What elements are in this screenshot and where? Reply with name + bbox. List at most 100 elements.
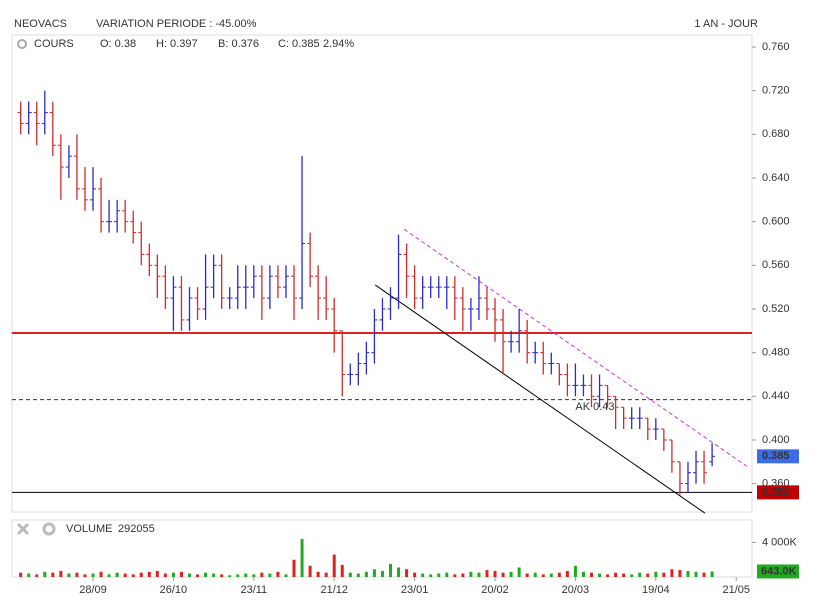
volume-bar xyxy=(445,572,449,577)
volume-bar xyxy=(308,565,312,577)
volume-bar xyxy=(204,572,208,577)
volume-bar xyxy=(630,574,634,577)
volume-bar xyxy=(477,572,481,577)
volume-bar xyxy=(75,572,79,577)
change: 2.94% xyxy=(323,38,354,50)
volume-bar xyxy=(598,573,602,577)
volume-bar xyxy=(27,573,31,577)
variation: VARIATION PERIODE : -45.00% xyxy=(96,18,257,30)
x-tick-label: 21/05 xyxy=(722,584,750,596)
volume-bar xyxy=(694,571,698,577)
last-price: 0.385 xyxy=(762,450,790,462)
volume-bar xyxy=(372,569,376,577)
x-tick-label: 19/04 xyxy=(642,584,670,596)
volume-current: 292055 xyxy=(118,523,155,535)
volume-bar xyxy=(268,573,272,577)
x-tick-label: 20/02 xyxy=(481,584,509,596)
volume-bar xyxy=(59,570,63,577)
volume-bar xyxy=(179,571,183,577)
y-tick-label: 0.440 xyxy=(762,390,790,402)
volume-bar xyxy=(43,571,47,577)
volume-bar xyxy=(91,573,95,577)
period[interactable]: 1 AN - JOUR xyxy=(694,18,758,30)
volume-bar xyxy=(139,572,143,577)
volume-bar xyxy=(461,573,465,577)
settings-icon[interactable] xyxy=(17,39,27,49)
volume-bar xyxy=(316,571,320,577)
volume-bar xyxy=(662,572,666,577)
volume-bar xyxy=(19,572,23,577)
volume-bar xyxy=(654,571,658,577)
volume-bar xyxy=(220,574,224,577)
ohlc-low: B: 0.376 xyxy=(218,38,259,50)
y-tick-label: 0.680 xyxy=(762,128,790,140)
volume-bar xyxy=(678,570,682,577)
last-volume-box xyxy=(757,564,799,579)
volume-bar xyxy=(686,570,690,577)
volume-bar xyxy=(710,571,714,577)
volume-bar xyxy=(228,575,232,577)
y-tick-label: 0.520 xyxy=(762,303,790,315)
volume-bar xyxy=(453,574,457,577)
volume-bar xyxy=(670,569,674,577)
volume-bar xyxy=(163,573,167,577)
volume-bar xyxy=(590,572,593,577)
x-tick-label: 28/09 xyxy=(79,584,107,596)
ohlc-open: O: 0.38 xyxy=(100,38,136,50)
settings-icon[interactable] xyxy=(42,522,56,536)
y-tick-label: 0.640 xyxy=(762,172,790,184)
volume-bar xyxy=(115,572,119,577)
trendline xyxy=(374,284,706,514)
volume-bar xyxy=(638,572,642,577)
price-panel xyxy=(11,34,753,513)
volume-bar xyxy=(364,571,368,577)
volume-bar xyxy=(324,572,328,577)
x-tick-label: 23/11 xyxy=(240,584,267,596)
volume-bar xyxy=(606,574,610,577)
close-icon[interactable] xyxy=(16,522,30,536)
volume-bar xyxy=(284,574,288,577)
volume-bar xyxy=(541,574,545,577)
ohlc-close: C: 0.385 xyxy=(278,38,320,50)
volume-bar xyxy=(35,574,39,577)
volume-bar xyxy=(292,559,296,577)
volume-bar xyxy=(244,573,248,577)
ohlc-high: H: 0.397 xyxy=(156,38,198,50)
volume-bar xyxy=(702,572,706,577)
level-box xyxy=(757,485,799,500)
volume-bar xyxy=(517,567,521,577)
volume-bar xyxy=(557,572,561,577)
volume-bar xyxy=(83,574,87,577)
volume-bar xyxy=(549,573,553,577)
volume-bar xyxy=(188,573,191,577)
level-label: 0.352 xyxy=(762,486,790,498)
volume-bar xyxy=(413,572,417,577)
volume-bar xyxy=(573,565,577,577)
volume-bar xyxy=(565,570,569,577)
volume-bar xyxy=(332,554,336,577)
trendline xyxy=(403,228,747,467)
volume-bar xyxy=(51,572,55,577)
volume-bar xyxy=(405,569,409,577)
price-legend: COURS xyxy=(34,38,74,50)
y-tick-label: 0.720 xyxy=(762,85,790,97)
volume-legend: VOLUME xyxy=(66,523,112,535)
x-tick-label: 20/03 xyxy=(562,584,590,596)
volume-bar xyxy=(493,570,497,577)
volume-bar xyxy=(236,574,240,577)
volume-bar xyxy=(260,572,264,577)
volume-bar xyxy=(614,572,618,577)
y-tick-label: 4 000K xyxy=(762,536,798,548)
volume-bar xyxy=(131,574,135,577)
volume-bar xyxy=(533,572,537,577)
volume-bar xyxy=(469,571,473,577)
volume-bar xyxy=(340,564,344,577)
volume-bar xyxy=(581,571,585,577)
volume-bar xyxy=(107,574,111,577)
volume-bar xyxy=(147,571,151,577)
symbol: NEOVACS xyxy=(14,18,67,30)
volume-bar xyxy=(348,572,352,577)
volume-bar xyxy=(300,539,304,577)
volume-bar xyxy=(276,571,280,577)
